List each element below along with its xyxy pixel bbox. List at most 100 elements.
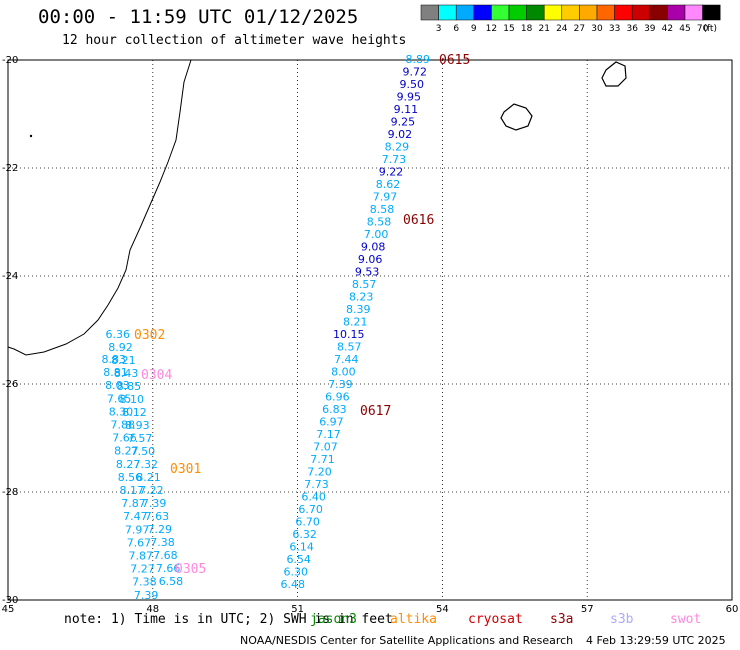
wave-value: 9.53 (355, 266, 380, 279)
wave-value: 8.43 (114, 367, 139, 380)
wave-value: 8.21 (343, 316, 368, 329)
wave-value: 8.27 (116, 458, 141, 471)
wave-value: 7.50 (131, 445, 156, 458)
scale-swatch (579, 4, 598, 21)
scale-swatch (508, 4, 527, 21)
lat-label: -20 (2, 55, 18, 66)
wave-value: 8.57 (352, 278, 377, 291)
wave-value: 7.65 (107, 392, 132, 405)
map-frame (7, 59, 733, 601)
scale-label: 27 (574, 24, 585, 34)
satellite-altika: altika (390, 612, 437, 627)
wave-value: 7.47 (123, 510, 148, 523)
wave-value: 6.97 (319, 416, 344, 429)
wave-value: 9.22 (379, 166, 404, 179)
wave-value: 8.81 (103, 366, 128, 379)
lon-label: 45 (2, 604, 15, 615)
lat-label: -24 (2, 271, 18, 282)
scale-label: 6 (453, 24, 459, 34)
wave-value: 8.30 (109, 405, 134, 418)
scale-swatch (455, 4, 475, 21)
pass-label: 0615 (439, 53, 470, 68)
wave-value: 7.38 (150, 536, 175, 549)
wave-value: 6.54 (286, 553, 311, 566)
wave-value: 9.25 (391, 116, 416, 129)
lon-label: 48 (146, 604, 159, 615)
lat-label: -26 (2, 379, 18, 390)
scale-label: 30 (591, 24, 603, 34)
scale-swatch (596, 4, 615, 21)
scale-swatch (631, 4, 651, 21)
wave-value: 6.83 (322, 403, 347, 416)
wave-value: 6.14 (289, 541, 314, 554)
scale-unit: (ft) (703, 24, 717, 34)
wave-value: 7.39 (134, 589, 159, 602)
pass-label: 0305 (175, 562, 206, 577)
madagascar-coast (7, 59, 192, 356)
pass-label: 0304 (141, 368, 172, 383)
wave-value: 9.11 (394, 103, 419, 116)
mauritius-island (601, 61, 627, 87)
wave-value: 8.85 (117, 380, 142, 393)
wave-value: 8.23 (349, 291, 374, 304)
map-subtitle: 12 hour collection of altimeter wave hei… (62, 33, 407, 48)
wave-value: 6.32 (292, 528, 317, 541)
color-scale: 3 6 9 12 15 18 21 24 27 30 33 36 39 42 45 70(ft) (420, 4, 721, 34)
wave-value: 8.12 (122, 406, 147, 419)
scale-swatch (702, 4, 721, 21)
scale-label: 33 (609, 24, 620, 34)
pass-label: 0302 (134, 328, 165, 343)
pass-label: 0617 (360, 404, 391, 419)
scale-swatch (420, 4, 439, 21)
footer-note: note: 1) Time is in UTC; 2) SWH is in fe… (64, 612, 393, 627)
wave-value: 7.17 (316, 428, 341, 441)
wave-value: 7.27 (130, 563, 155, 576)
wave-value: 6.40 (301, 491, 326, 504)
scale-label: 36 (626, 24, 638, 34)
islet (29, 134, 33, 138)
wave-value: 6.30 (283, 566, 308, 579)
scale-label: 24 (556, 24, 568, 34)
wave-value: 7.68 (153, 549, 178, 562)
satellite-cryosat: cryosat (468, 612, 523, 627)
wave-value: 8.21 (111, 354, 136, 367)
wave-height-values: 8.899.729.509.959.119.259.028.297.739.22… (102, 53, 431, 602)
wave-value: 8.21 (136, 471, 161, 484)
wave-value: 9.02 (388, 128, 413, 141)
wave-value: 7.39 (142, 497, 167, 510)
wave-value: 7.38 (132, 576, 157, 589)
wave-value: 9.72 (403, 66, 428, 79)
coastlines (7, 59, 627, 356)
map-title: 00:00 - 11:59 UTC 01/12/2025 (38, 6, 359, 28)
wave-value: 6.70 (295, 516, 320, 529)
pass-label: 0301 (170, 462, 201, 477)
wave-value: 8.58 (370, 203, 395, 216)
lat-label: -30 (2, 595, 18, 606)
lon-label: 51 (291, 604, 304, 615)
scale-label: 42 (662, 24, 673, 34)
wave-value: 8.27 (114, 445, 139, 458)
scale-swatch (614, 4, 633, 21)
wave-value: 8.39 (346, 303, 371, 316)
scale-swatch (526, 4, 545, 21)
satellite-jason3: jason3 (310, 612, 357, 627)
wave-value: 8.29 (385, 141, 410, 154)
wave-value: 7.29 (148, 523, 173, 536)
wave-value: 8.58 (367, 216, 392, 229)
wave-value: 8.03 (105, 379, 130, 392)
wave-value: 10.15 (333, 328, 365, 341)
scale-swatch (649, 4, 668, 21)
satellite-swot: swot (670, 612, 702, 627)
wave-value: 7.63 (145, 510, 170, 523)
wave-value: 7.71 (310, 453, 335, 466)
footer-credit: NOAA/NESDIS Center for Satellite Applica… (240, 634, 574, 647)
wave-value: 8.83 (102, 353, 127, 366)
pass-labels: 0615 0616 0617 0302 0301 0304 0305 (134, 53, 470, 577)
wave-value: 7.88 (111, 419, 136, 432)
scale-swatch (438, 4, 457, 21)
scale-label: 39 (644, 24, 656, 34)
scale-swatch (684, 4, 703, 21)
wave-value: 8.89 (406, 53, 431, 66)
